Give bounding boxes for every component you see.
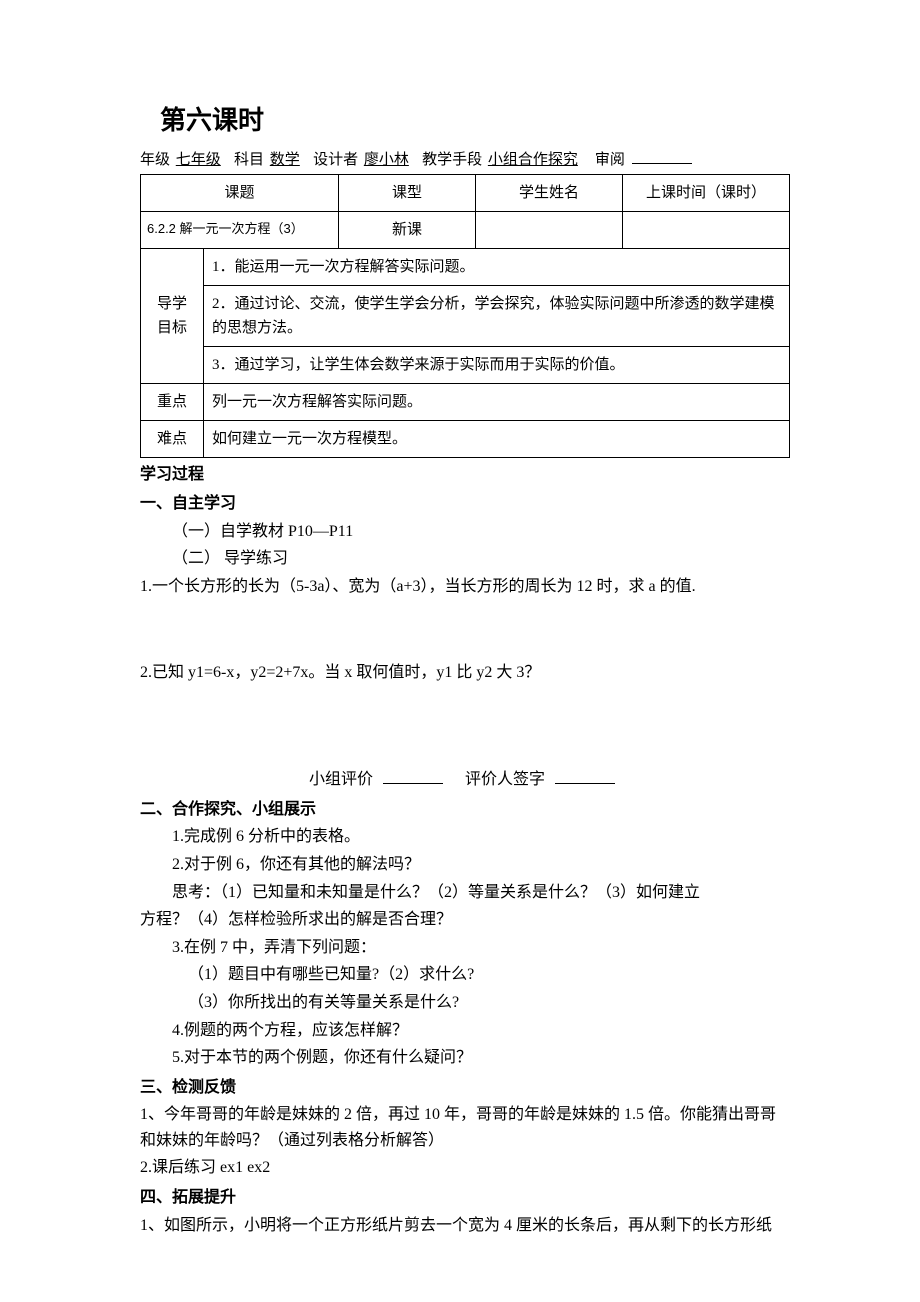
- sec2-l3b: 方程？（4）怎样检验所求出的解是否合理？: [140, 907, 790, 933]
- sec1-b: （二） 导学练习: [140, 546, 790, 572]
- meta-line: 年级 七年级 科目 数学 设计者 廖小林 教学手段 小组合作探究 审阅: [140, 148, 790, 172]
- sec3-l1: 1、今年哥哥的年龄是妹妹的 2 倍，再过 10 年，哥哥的年龄是妹妹的 1.5 …: [140, 1102, 790, 1153]
- sec3-l2: 2.课后练习 ex1 ex2: [140, 1155, 790, 1181]
- group-eval-label: 小组评价: [309, 771, 373, 788]
- section-4-head: 四、拓展提升: [140, 1185, 790, 1211]
- table-header-row: 课题 课型 学生姓名 上课时间（课时）: [141, 174, 790, 211]
- objective-1: 1．能运用一元一次方程解答实际问题。: [204, 248, 790, 285]
- method-label: 教学手段: [422, 152, 482, 168]
- sec2-l8: 5.对于本节的两个例题，你还有什么疑问？: [140, 1045, 790, 1071]
- grade-label: 年级: [140, 152, 170, 168]
- type-cell: 新课: [339, 211, 476, 248]
- designer-value: 廖小林: [362, 152, 411, 168]
- objective-3: 3．通过学习，让学生体会数学来源于实际而用于实际的价值。: [204, 346, 790, 383]
- section-3-head: 三、检测反馈: [140, 1075, 790, 1101]
- signer-label: 评价人签字: [465, 771, 545, 788]
- difficulty-text: 如何建立一元一次方程模型。: [204, 420, 790, 457]
- student-cell: [476, 211, 623, 248]
- sec2-l4: 3.在例 7 中，弄清下列问题：: [140, 935, 790, 961]
- header-topic: 课题: [141, 174, 339, 211]
- section-2-head: 二、合作探究、小组展示: [140, 797, 790, 823]
- section-1-head: 一、自主学习: [140, 491, 790, 517]
- sec2-l5: （1）题目中有哪些已知量?（2）求什么?: [140, 962, 790, 988]
- table-row: 2．通过讨论、交流，使学生学会分析，学会探究，体验实际问题中所渗透的数学建模的思…: [141, 285, 790, 346]
- group-eval-blank: [383, 767, 443, 784]
- sec1-q1: 1.一个长方形的长为（5-3a）、宽为（a+3），当长方形的周长为 12 时，求…: [140, 574, 790, 600]
- grade-value: 七年级: [174, 152, 223, 168]
- keypoint-text: 列一元一次方程解答实际问题。: [204, 383, 790, 420]
- sec2-l3a: 思考：（1）已知量和未知量是什么？（2）等量关系是什么？（3）如何建立: [140, 880, 790, 906]
- subject-label: 科目: [234, 152, 264, 168]
- eval-line: 小组评价 评价人签字: [140, 767, 790, 793]
- subject-value: 数学: [268, 152, 302, 168]
- table-row: 重点 列一元一次方程解答实际问题。: [141, 383, 790, 420]
- sec2-l6: （3）你所找出的有关等量关系是什么?: [140, 990, 790, 1016]
- method-value: 小组合作探究: [486, 152, 580, 168]
- objectives-label: 导学 目标: [141, 248, 204, 383]
- objective-2: 2．通过讨论、交流，使学生学会分析，学会探究，体验实际问题中所渗透的数学建模的思…: [204, 285, 790, 346]
- designer-label: 设计者: [313, 152, 358, 168]
- topic-cell: 6.2.2 解一元一次方程（3）: [141, 211, 339, 248]
- sec2-l1: 1.完成例 6 分析中的表格。: [140, 824, 790, 850]
- info-table: 课题 课型 学生姓名 上课时间（课时） 6.2.2 解一元一次方程（3） 新课 …: [140, 174, 790, 458]
- sec1-a: （一）自学教材 P10—P11: [140, 519, 790, 545]
- difficulty-label: 难点: [141, 420, 204, 457]
- process-label: 学习过程: [140, 462, 790, 488]
- time-cell: [623, 211, 790, 248]
- header-time: 上课时间（课时）: [623, 174, 790, 211]
- header-student: 学生姓名: [476, 174, 623, 211]
- keypoint-label: 重点: [141, 383, 204, 420]
- sec2-l7: 4.例题的两个方程，应该怎样解？: [140, 1018, 790, 1044]
- sec2-l2: 2.对于例 6，你还有其他的解法吗？: [140, 852, 790, 878]
- sec1-q2: 2.已知 y1=6-x，y2=2+7x。当 x 取何值时，y1 比 y2 大 3…: [140, 660, 790, 686]
- table-row: 3．通过学习，让学生体会数学来源于实际而用于实际的价值。: [141, 346, 790, 383]
- review-blank: [632, 148, 692, 164]
- blank-space: [140, 602, 790, 658]
- header-type: 课型: [339, 174, 476, 211]
- blank-space: [140, 687, 790, 727]
- review-label: 审阅: [595, 152, 625, 168]
- table-row: 6.2.2 解一元一次方程（3） 新课: [141, 211, 790, 248]
- sec4-l1: 1、如图所示，小明将一个正方形纸片剪去一个宽为 4 厘米的长条后，再从剩下的长方…: [140, 1213, 790, 1239]
- table-row: 导学 目标 1．能运用一元一次方程解答实际问题。: [141, 248, 790, 285]
- signer-blank: [555, 767, 615, 784]
- page-title: 第六课时: [160, 100, 790, 142]
- table-row: 难点 如何建立一元一次方程模型。: [141, 420, 790, 457]
